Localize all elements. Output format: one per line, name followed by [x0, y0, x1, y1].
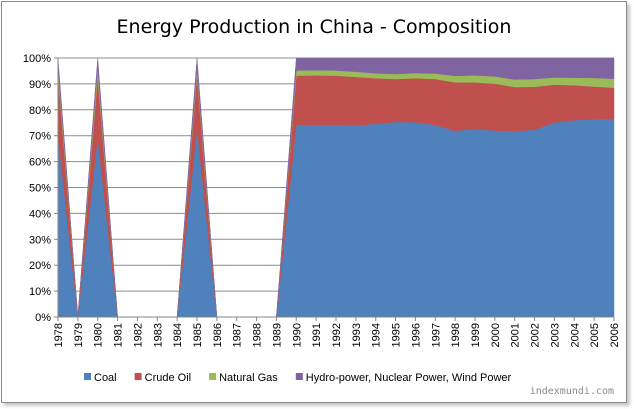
y-tick-label: 80% [29, 105, 51, 117]
x-axis-ticks: 1978 1979 1980 1981 1982 1983 1984 1985 1986 1987… [53, 317, 621, 347]
chart-svg: Energy Production in China - Composition… [23, 16, 621, 397]
x-tick-label: 1995 [391, 323, 403, 347]
x-tick-label: 1982 [132, 323, 144, 347]
y-tick-label: 100% [23, 53, 51, 65]
x-tick-label: 2003 [549, 323, 561, 347]
legend-swatch-3 [209, 373, 217, 380]
legend-label-1: Coal [94, 372, 117, 384]
x-tick-label: 1986 [212, 323, 224, 347]
x-tick-label: 1994 [371, 323, 383, 347]
y-tick-label: 70% [29, 131, 51, 143]
x-tick-label: 1990 [291, 323, 303, 347]
x-tick-label: 2002 [530, 323, 542, 347]
legend-swatch-2 [134, 373, 142, 380]
chart-frame: Energy Production in China - Composition… [1, 1, 627, 403]
legend-swatch-1 [84, 373, 91, 380]
y-tick-label: 90% [29, 79, 51, 91]
watermark: indexmundi.com [530, 386, 614, 397]
x-tick-label: 1991 [311, 323, 323, 347]
x-tick-label: 1985 [192, 323, 204, 347]
x-tick-label: 1992 [331, 323, 343, 347]
y-tick-label: 20% [29, 260, 51, 272]
legend-label-3: Natural Gas [219, 372, 278, 384]
x-tick-label: 2005 [589, 323, 601, 347]
x-tick-label: 1981 [113, 323, 125, 347]
x-tick-label: 1997 [430, 323, 442, 347]
x-tick-label: 2006 [609, 323, 621, 347]
x-tick-label: 1999 [470, 323, 482, 347]
x-tick-label: 1993 [351, 323, 363, 347]
chart-title: Energy Production in China - Composition [117, 16, 512, 38]
x-tick-label: 1983 [152, 323, 164, 347]
legend-swatch-4 [295, 373, 303, 380]
y-tick-label: 60% [29, 157, 51, 169]
legend-label-2: Crude Oil [145, 372, 191, 384]
x-tick-label: 1989 [271, 323, 283, 347]
legend-label-4: Hydro-power, Nuclear Power, Wind Power [306, 372, 512, 384]
legend: Coal Crude Oil Natural Gas Hydro-power, Nuc… [84, 372, 512, 384]
x-tick-label: 1987 [232, 323, 244, 347]
y-tick-label: 40% [29, 208, 51, 220]
y-tick-label: 10% [29, 286, 51, 298]
x-tick-label: 2004 [569, 323, 581, 347]
y-axis-ticks: 0% 10% 20% 30% 40% 50% 60% 70% 80% 90% 100% [23, 53, 58, 324]
x-tick-label: 1998 [450, 323, 462, 347]
y-tick-label: 30% [29, 234, 51, 246]
x-tick-label: 1979 [73, 323, 85, 347]
x-tick-label: 1984 [172, 323, 184, 347]
x-tick-label: 2001 [510, 323, 522, 347]
x-tick-label: 2000 [490, 323, 502, 347]
x-tick-label: 1980 [93, 323, 105, 347]
y-tick-label: 50% [29, 183, 51, 195]
x-tick-label: 1988 [252, 323, 264, 347]
y-tick-label: 0% [35, 312, 51, 324]
x-tick-label: 1978 [53, 323, 65, 347]
x-tick-label: 1996 [410, 323, 422, 347]
